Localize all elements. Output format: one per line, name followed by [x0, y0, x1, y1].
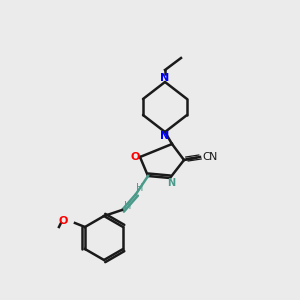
Text: H: H	[124, 201, 132, 211]
Text: O: O	[130, 152, 140, 162]
Text: N: N	[209, 152, 217, 162]
Text: H: H	[136, 183, 144, 193]
Text: O: O	[58, 216, 68, 226]
Text: N: N	[160, 131, 169, 141]
Text: N: N	[167, 178, 175, 188]
Text: N: N	[160, 73, 169, 83]
Text: C: C	[202, 152, 210, 162]
